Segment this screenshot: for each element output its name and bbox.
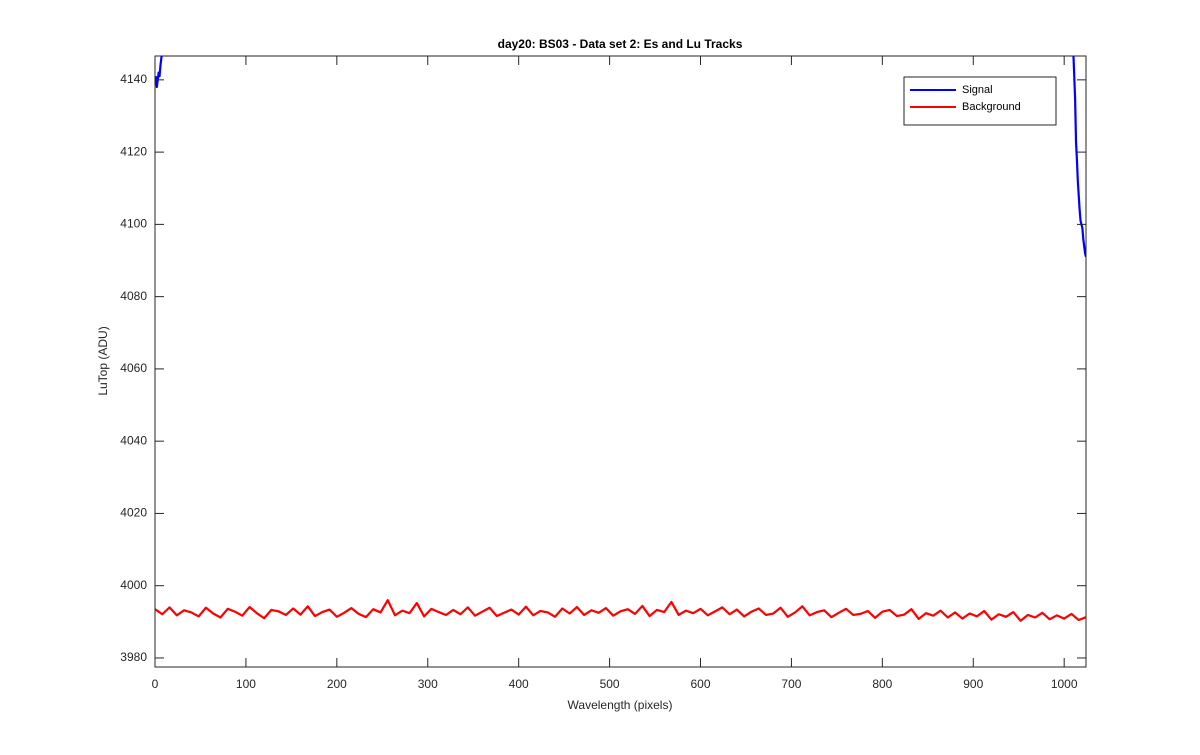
x-tick-label: 500 bbox=[600, 677, 620, 691]
x-axis-label: Wavelength (pixels) bbox=[568, 698, 673, 712]
plot-area bbox=[154, 55, 1087, 668]
y-tick-label: 4040 bbox=[120, 433, 147, 447]
legend-box bbox=[903, 76, 1057, 126]
x-tick-label: 400 bbox=[509, 677, 529, 691]
y-tick-label: 3980 bbox=[120, 650, 147, 664]
x-tick-label: 200 bbox=[327, 677, 347, 691]
x-tick-label: 700 bbox=[781, 677, 801, 691]
y-tick-label: 4120 bbox=[120, 144, 147, 158]
y-tick-label: 4020 bbox=[120, 506, 147, 520]
y-tick-label: 4140 bbox=[120, 72, 147, 86]
x-tick-label: 1000 bbox=[1051, 677, 1078, 691]
y-tick-label: 4060 bbox=[120, 361, 147, 375]
y-tick-label: 4100 bbox=[120, 217, 147, 231]
x-tick-label: 0 bbox=[152, 677, 159, 691]
x-tick-label: 300 bbox=[418, 677, 438, 691]
chart-title: day20: BS03 - Data set 2: Es and Lu Trac… bbox=[498, 37, 743, 51]
y-tick-label: 4000 bbox=[120, 578, 147, 592]
series-line bbox=[155, 599, 1086, 622]
legend-label: Background bbox=[962, 101, 1021, 113]
x-tick-label: 900 bbox=[963, 677, 983, 691]
x-tick-label: 100 bbox=[236, 677, 256, 691]
plot-lines bbox=[155, 56, 1086, 622]
y-tick-label: 4080 bbox=[120, 289, 147, 303]
series-line bbox=[155, 56, 1086, 258]
x-tick-label: 600 bbox=[690, 677, 710, 691]
x-tick-label: 800 bbox=[872, 677, 892, 691]
y-axis-label: LuTop (ADU) bbox=[96, 326, 110, 395]
legend-label: Signal bbox=[962, 84, 993, 96]
